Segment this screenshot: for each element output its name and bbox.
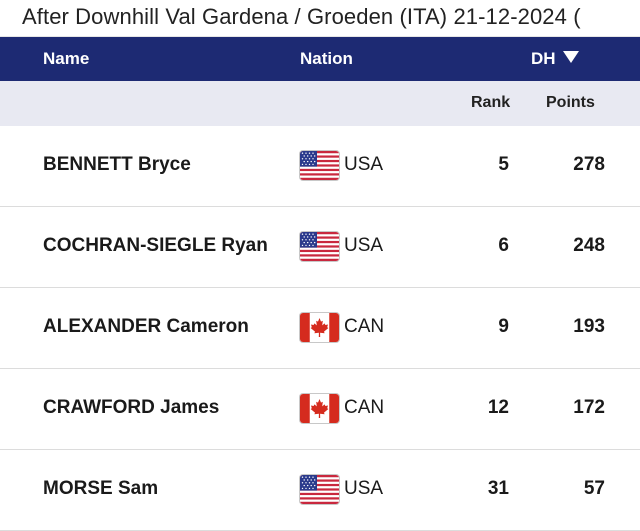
rank-value: 9 <box>498 316 509 337</box>
nation-code: USA <box>344 154 384 175</box>
athlete-name[interactable]: CRAWFORD James <box>43 397 220 418</box>
table-header: Name Nation DH <box>0 37 640 81</box>
rank-value: 5 <box>498 154 509 175</box>
rank-value: 31 <box>487 478 509 499</box>
points-value: 278 <box>573 154 605 175</box>
athlete-name[interactable]: COCHRAN-SIEGLE Ryan <box>43 235 268 256</box>
canada-flag-icon <box>300 394 339 423</box>
points-value: 172 <box>573 397 605 418</box>
usa-flag-icon <box>300 475 339 504</box>
points-value: 248 <box>573 235 605 256</box>
table-row[interactable]: BENNETT Bryce USA 5 278 <box>0 126 640 207</box>
athlete-name[interactable]: MORSE Sam <box>43 478 159 499</box>
nation-code: CAN <box>344 316 385 337</box>
nation-code: USA <box>344 235 384 256</box>
table-row[interactable]: MORSE Sam USA 31 57 <box>0 450 640 531</box>
canada-flag-icon <box>300 313 339 342</box>
column-header-points[interactable]: Points <box>546 94 595 111</box>
page-title: After Downhill Val Gardena / Groeden (IT… <box>22 4 581 29</box>
points-value: 193 <box>573 316 605 337</box>
usa-flag-icon <box>300 232 339 261</box>
rank-value: 6 <box>498 235 509 256</box>
table-row[interactable]: ALEXANDER Cameron CAN 9 193 <box>0 288 640 369</box>
nation-code: USA <box>344 478 384 499</box>
column-header-name[interactable]: Name <box>43 49 90 68</box>
column-header-rank[interactable]: Rank <box>471 94 511 111</box>
table-row[interactable]: COCHRAN-SIEGLE Ryan USA 6 248 <box>0 207 640 288</box>
athlete-name[interactable]: ALEXANDER Cameron <box>43 316 249 337</box>
usa-flag-icon <box>300 151 339 180</box>
athlete-name[interactable]: BENNETT Bryce <box>43 154 191 175</box>
column-header-dh[interactable]: DH <box>531 49 556 68</box>
table-row[interactable]: CRAWFORD James CAN 12 172 <box>0 369 640 450</box>
sort-descending-icon[interactable] <box>563 51 579 63</box>
nation-code: CAN <box>344 397 385 418</box>
rank-value: 12 <box>487 397 509 418</box>
table-subheader: Rank Points <box>0 81 640 126</box>
points-value: 57 <box>583 478 605 499</box>
column-header-nation[interactable]: Nation <box>300 49 353 68</box>
page-title-bar: After Downhill Val Gardena / Groeden (IT… <box>0 0 640 37</box>
